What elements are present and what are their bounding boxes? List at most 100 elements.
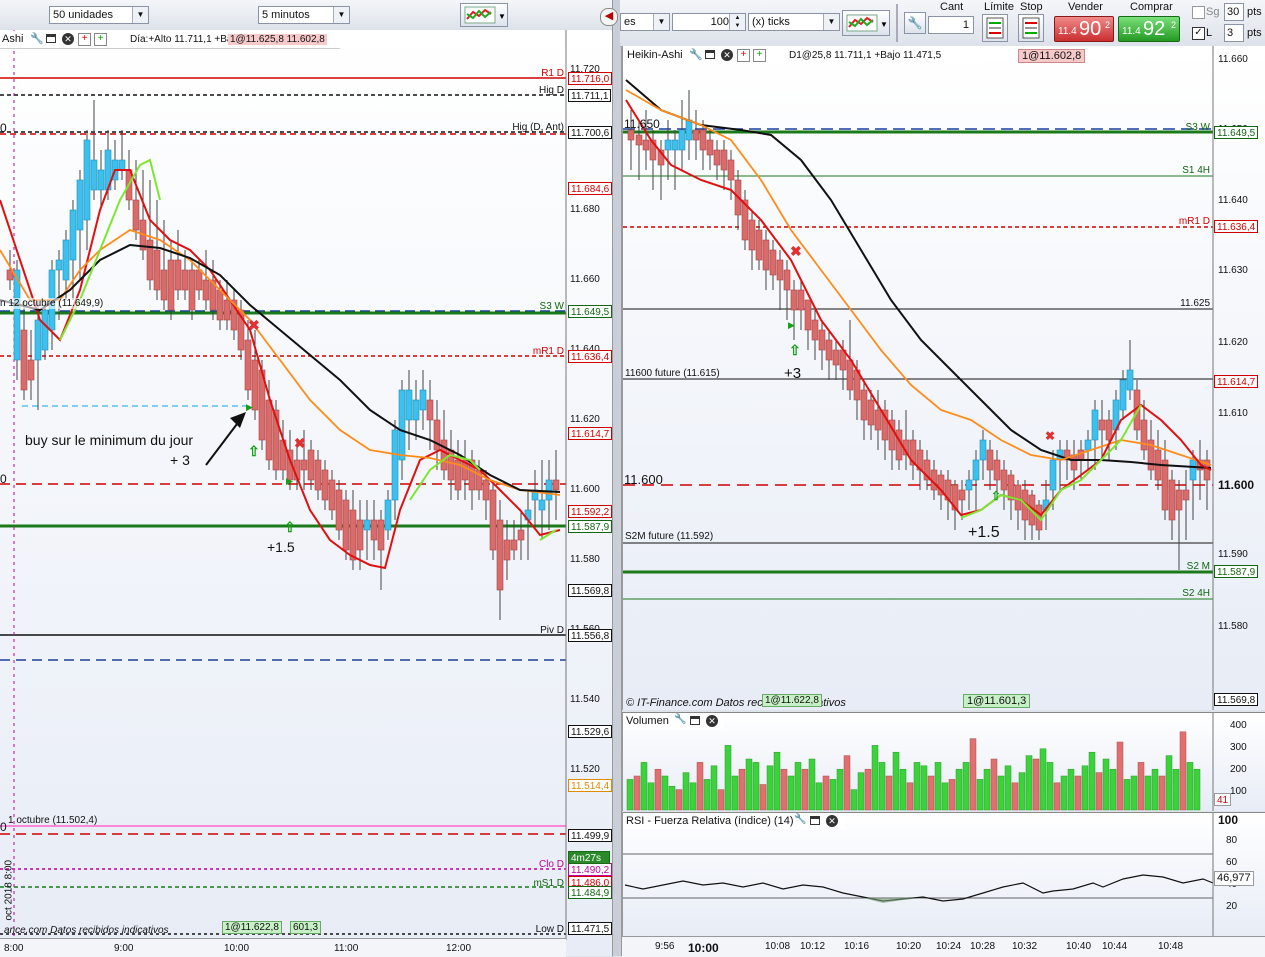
volume-bar — [682, 772, 690, 811]
candle-body — [517, 529, 525, 541]
volume-bar — [864, 768, 872, 811]
left-order-badge-1[interactable]: 1@11.622,8 — [222, 921, 282, 934]
volume-bar — [1018, 772, 1026, 811]
close-icon[interactable]: ✕ — [706, 715, 718, 727]
l-checkbox[interactable]: ✓ — [1192, 27, 1205, 40]
volume-bar — [1158, 775, 1166, 811]
annotation-plus15: +1.5 — [267, 539, 295, 555]
candle-body — [1091, 409, 1099, 441]
exit-marker-icon: ✖ — [1045, 429, 1055, 443]
sg-input[interactable]: 30 — [1224, 3, 1244, 21]
l-value: 3 — [1227, 27, 1234, 39]
right-chart-panel[interactable]: ✖ ✖ ⇧ ⇧ ▶ — [622, 46, 1265, 710]
quantity-select[interactable]: 50 unidades ▼ — [49, 6, 149, 24]
tick-quantity-input[interactable]: 100 ▲ ▼ — [672, 13, 746, 31]
volume-bar — [997, 775, 1005, 811]
ticks-select[interactable]: (x) ticks ▼ — [748, 13, 840, 31]
right-time-axis: 9:56 10:00 10:08 10:12 10:16 10:20 10:24 10:28 1… — [622, 936, 1265, 957]
candle-body — [874, 409, 882, 431]
period-select[interactable]: es ▼ — [620, 13, 670, 31]
close-icon[interactable]: ✕ — [62, 33, 74, 45]
buy-button[interactable]: 11.4 92 2 — [1118, 16, 1180, 42]
volume-bar — [1074, 775, 1082, 811]
right-order-badge[interactable]: 1@11.602,8 — [1018, 49, 1086, 63]
volume-bar — [773, 751, 781, 811]
level-label: mR1 D — [532, 346, 564, 357]
volume-bar — [1053, 782, 1061, 811]
candle-body — [384, 499, 392, 531]
volume-bar — [829, 779, 837, 811]
wrench-icon[interactable]: 🔧 — [689, 49, 703, 61]
right-footer-order-2[interactable]: 1@11.601,3 — [963, 694, 1031, 708]
volume-bar — [1151, 768, 1159, 811]
volume-bar — [976, 779, 984, 811]
right-chart-style-button[interactable]: ▼ — [842, 10, 890, 36]
left-order-badge-2[interactable]: 601,3 — [290, 921, 322, 934]
time-tick-label: 11:00 — [334, 943, 359, 954]
wrench-icon[interactable]: 🔧 — [30, 33, 44, 45]
candle-body — [272, 409, 280, 471]
time-tick-label: 8:00 — [4, 943, 24, 954]
new-window-icon[interactable]: + — [737, 49, 750, 62]
candle-body — [1140, 419, 1148, 451]
level-label: Hig D — [538, 85, 564, 96]
right-footer-order-1[interactable]: 1@11.622,8 — [762, 694, 822, 707]
stop-order-button[interactable] — [1018, 14, 1044, 42]
ema-green-line — [960, 404, 1142, 522]
candle-body — [118, 159, 126, 171]
close-icon[interactable]: ✕ — [721, 49, 733, 61]
candle-body — [398, 389, 406, 461]
chevron-down-icon: ▼ — [823, 14, 839, 30]
sell-button[interactable]: 11.4 90 2 — [1054, 16, 1114, 42]
candle-body — [860, 389, 868, 421]
sg-checkbox[interactable] — [1192, 6, 1205, 19]
window-icon[interactable] — [46, 34, 56, 43]
add-indicator-icon[interactable]: + — [94, 33, 107, 46]
price-tick-label: 11.660 — [1218, 54, 1248, 65]
volume-bar — [787, 775, 795, 811]
window-icon[interactable] — [690, 716, 700, 725]
wrench-icon[interactable]: 🔧 — [794, 814, 807, 825]
scroll-left-icon[interactable]: ◀ — [600, 8, 618, 26]
add-indicator-icon[interactable]: + — [753, 49, 766, 62]
stepper-icon[interactable]: ▲ ▼ — [729, 14, 745, 30]
interval-select[interactable]: 5 minutos ▼ — [258, 6, 350, 24]
new-window-icon[interactable]: + — [78, 33, 91, 46]
vender-label: Vender — [1068, 1, 1103, 13]
candle-body — [202, 279, 210, 301]
l-input[interactable]: 3 — [1224, 24, 1244, 42]
close-icon[interactable]: ✕ — [826, 815, 838, 827]
price-tag: 11.556,8 — [568, 629, 613, 642]
price-tick-label: 11.620 — [570, 414, 600, 425]
right-price-axis[interactable]: 11.66011.65011.64011.63011.62011.61011.6… — [1212, 46, 1265, 710]
window-icon[interactable] — [705, 50, 715, 59]
tick-quantity-value: 100 — [710, 16, 729, 28]
svg-text:▼: ▼ — [498, 12, 506, 21]
wrench-icon[interactable]: 🔧 — [674, 714, 687, 725]
candle-body — [867, 399, 875, 426]
cant-value: 1 — [962, 19, 969, 31]
window-icon[interactable] — [810, 816, 820, 825]
left-price-chart[interactable]: ✖ ✖ ⇧ ⇧ ▶ ▶ — [0, 30, 612, 956]
left-price-axis[interactable]: 11.720 11.680 11.660 11.640 11.620 11.600 11.5… — [566, 48, 613, 938]
candle-body — [811, 319, 819, 341]
candle-body — [55, 259, 63, 271]
left-chart-panel[interactable]: ✖ ✖ ⇧ ⇧ ▶ ▶ — [0, 30, 612, 956]
volume-bar — [1032, 758, 1040, 811]
time-tick-label: 10:20 — [896, 941, 922, 952]
right-price-chart[interactable]: ✖ ✖ ⇧ ⇧ ▶ — [623, 46, 1265, 710]
volume-title: Volumen — [626, 715, 669, 727]
chart-style-button[interactable]: ▼ — [460, 3, 508, 27]
volume-bar — [640, 762, 648, 811]
candle-body — [489, 489, 497, 551]
volume-bar — [822, 775, 830, 811]
candle-body — [13, 269, 21, 361]
volume-bar — [843, 755, 851, 811]
candle-body — [1161, 459, 1169, 511]
limit-order-button[interactable] — [982, 14, 1008, 42]
volume-chart — [626, 713, 1214, 811]
order-settings-button[interactable]: 🔧 — [904, 12, 926, 34]
cant-input[interactable]: 1 — [928, 16, 974, 34]
candle-body — [265, 399, 273, 461]
volume-bar — [1193, 768, 1201, 811]
